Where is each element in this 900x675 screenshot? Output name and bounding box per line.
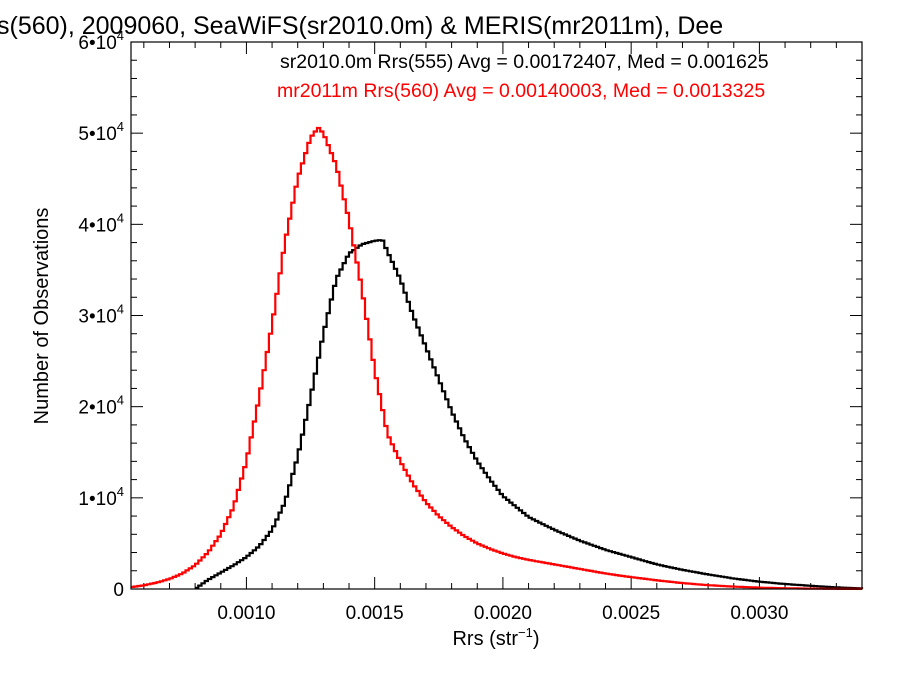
- series-layer: [131, 126, 864, 590]
- axis-ticks: 0.0010 0.0015 0.0020 0.0025 0.0030 0 1•104 2•10…: [78, 28, 863, 624]
- y-tick-label: 5•104: [78, 119, 124, 145]
- legend-entry-black: sr2010.0m Rrs(555) Avg = 0.00172407, Med…: [280, 51, 769, 73]
- y-axis-title: Number of Observations: [31, 208, 53, 425]
- series-line-red: [131, 126, 864, 590]
- plot-frame: [130, 41, 863, 590]
- x-axis-title-main: Rrs (str: [452, 628, 518, 650]
- x-tick-label: 0.0020: [474, 603, 532, 624]
- x-axis-title-sup: −1: [518, 625, 533, 640]
- y-tick-label: 4•104: [78, 210, 124, 236]
- x-tick-label: 0.0010: [217, 603, 275, 624]
- legend-entry-red: mr2011m Rrs(560) Avg = 0.00140003, Med =…: [277, 80, 765, 102]
- y-tick-label: 2•104: [78, 393, 124, 419]
- series-line-black: [195, 239, 864, 590]
- x-tick-label: 0.0030: [730, 603, 788, 624]
- y-tick-label: 1•104: [78, 484, 124, 510]
- x-axis-title: Rrs (str−1): [452, 625, 539, 650]
- y-tick-label: 6•104: [78, 28, 124, 54]
- x-axis-title-close: ): [533, 628, 540, 650]
- chart-title: s(560), 2009060, SeaWiFS(sr2010.0m) & ME…: [0, 12, 723, 40]
- y-tick-label: 0: [113, 580, 124, 601]
- x-tick-label: 0.0015: [346, 603, 404, 624]
- x-tick-label: 0.0025: [602, 603, 660, 624]
- y-tick-label: 3•104: [78, 302, 124, 328]
